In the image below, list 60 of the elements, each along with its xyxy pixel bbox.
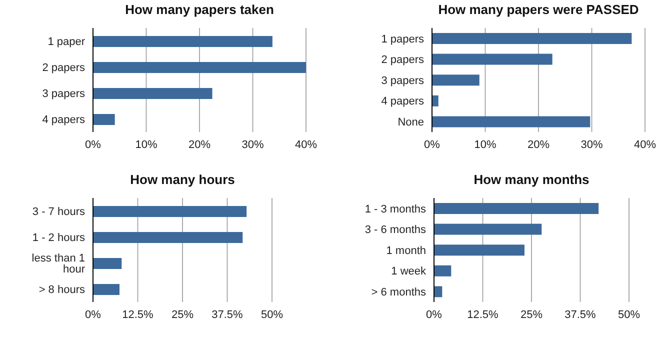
y-tick-label: 4 papers <box>381 96 424 108</box>
x-tick-label: 12.5% <box>467 308 499 321</box>
x-tick-label: 10% <box>474 138 496 151</box>
x-tick-label: 12.5% <box>122 308 154 321</box>
y-tick-label: > 8 hours <box>38 284 86 296</box>
bar <box>93 114 115 125</box>
bar <box>93 232 243 243</box>
bar <box>434 224 542 235</box>
bar <box>93 258 122 269</box>
x-tick-label: 20% <box>527 138 550 151</box>
y-tick-label: 1 papers <box>381 33 424 46</box>
y-tick-label: 2 papers <box>381 54 424 66</box>
bar <box>434 203 599 214</box>
y-tick-label: 4 papers <box>42 114 86 126</box>
x-tick-label: 37.5% <box>564 308 596 321</box>
x-tick-label: 25% <box>171 308 194 321</box>
y-tick-label: 3 papers <box>42 88 86 100</box>
y-tick-label: 1 paper <box>48 36 86 48</box>
y-tick-label: 1 month <box>386 244 426 257</box>
x-tick-label: 50% <box>618 308 640 321</box>
y-tick-label: less than 1 hour <box>32 252 86 276</box>
bar <box>432 95 438 106</box>
bar <box>432 54 552 65</box>
x-tick-label: 10% <box>135 138 158 151</box>
chart-title: How many hours <box>129 172 236 187</box>
y-tick-label: 2 papers <box>42 62 86 74</box>
bar <box>434 265 452 276</box>
x-tick-label: 50% <box>260 308 284 321</box>
chart-title: How many papers taken <box>124 2 275 17</box>
bar <box>93 206 247 217</box>
x-tick-label: 40% <box>294 138 318 151</box>
y-tick-label: None <box>398 116 424 129</box>
bar <box>434 286 442 298</box>
x-tick-label: 0% <box>85 138 102 151</box>
bar <box>93 88 212 99</box>
bar <box>432 33 632 44</box>
x-tick-label: 37.5% <box>212 308 244 321</box>
bar <box>434 244 524 256</box>
x-tick-label: 30% <box>580 138 603 151</box>
y-tick-label: 1 - 3 months <box>364 203 426 216</box>
x-tick-label: 0% <box>426 308 442 321</box>
y-tick-label: 1 week <box>391 266 426 278</box>
x-tick-label: 0% <box>85 308 102 321</box>
x-tick-label: 20% <box>188 138 211 151</box>
chart-title: How many papers were PASSED <box>437 2 640 17</box>
bar <box>432 74 480 86</box>
y-tick-label: > 6 months <box>371 286 426 299</box>
x-tick-label: 25% <box>520 308 543 321</box>
y-tick-label: 3 papers <box>381 74 424 87</box>
bar <box>93 36 272 47</box>
bar <box>432 116 590 128</box>
y-tick-label: 1 - 2 hours <box>32 232 86 244</box>
bar <box>93 284 120 295</box>
y-tick-label: 3 - 6 months <box>364 224 426 236</box>
y-tick-label: 3 - 7 hours <box>32 206 86 218</box>
chart-title: How many months <box>472 172 590 187</box>
x-tick-label: 40% <box>634 138 656 151</box>
bar <box>93 62 306 73</box>
x-tick-label: 30% <box>242 138 264 151</box>
x-tick-label: 0% <box>424 138 440 151</box>
